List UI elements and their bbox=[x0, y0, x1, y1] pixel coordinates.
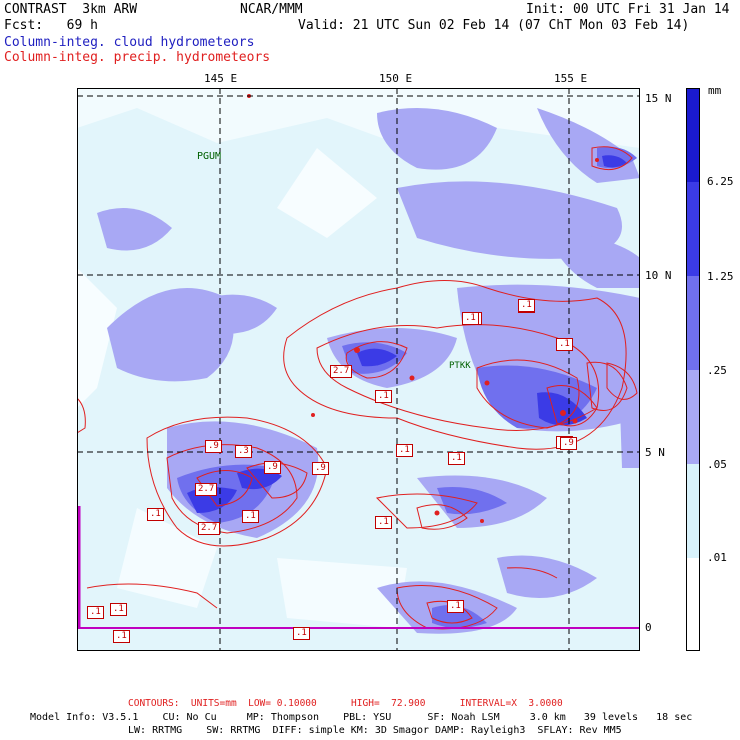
model-info-line1: Model Info: V3.5.1 CU: No Cu MP: Thompso… bbox=[30, 712, 693, 723]
lat-lon-grid bbox=[77, 88, 640, 651]
contour-label: .1 bbox=[242, 510, 259, 523]
center-name: NCAR/MMM bbox=[240, 2, 303, 17]
legend-level-0.01: .01 bbox=[707, 551, 727, 564]
contour-label: .9 bbox=[312, 462, 329, 475]
contour-label: 2.7 bbox=[198, 522, 221, 535]
init-time: Init: 00 UTC Fri 31 Jan 14 bbox=[526, 2, 730, 17]
valid-time: Valid: 21 UTC Sun 02 Feb 14 (07 ChT Mon … bbox=[298, 18, 690, 33]
lon-label-145: 145 E bbox=[204, 72, 238, 85]
contour-label: .1 bbox=[518, 299, 535, 312]
legend-level-0.25: .25 bbox=[707, 364, 727, 377]
contour-label: .1 bbox=[448, 452, 465, 465]
contour-label: .1 bbox=[375, 390, 392, 403]
contour-label: .1 bbox=[447, 600, 464, 613]
station-label-pgum: PGUM bbox=[197, 151, 222, 162]
contour-label: .1 bbox=[375, 516, 392, 529]
lat-label-0: 0 bbox=[645, 621, 652, 634]
model-title: CONTRAST 3km ARW bbox=[4, 2, 138, 17]
contour-label: .3 bbox=[235, 445, 252, 458]
contour-label: .1 bbox=[110, 603, 127, 616]
cloud-shading bbox=[77, 88, 640, 651]
station-label-ptkk: PTKK bbox=[449, 361, 471, 371]
contour-label: .9 bbox=[264, 461, 281, 474]
legend-level-0.05: .05 bbox=[707, 458, 727, 471]
legend-level-6.25: 6.25 bbox=[707, 175, 734, 188]
field-precip-label: Column-integ. precip. hydrometeors bbox=[4, 50, 271, 65]
contour-label: .1 bbox=[113, 630, 130, 643]
forecast-hour: Fcst: 69 h bbox=[4, 18, 98, 33]
contour-label: 2.7 bbox=[195, 483, 218, 496]
contour-label: .1 bbox=[396, 444, 413, 457]
map-frame bbox=[77, 88, 640, 651]
contour-label: 2.7 bbox=[330, 365, 353, 378]
lon-label-150: 150 E bbox=[379, 72, 413, 85]
lat-label-10n: 10 N bbox=[645, 269, 672, 282]
contour-label: .1 bbox=[462, 312, 479, 325]
contour-label: .1 bbox=[147, 508, 164, 521]
legend-colorbar bbox=[686, 88, 700, 651]
contour-label: .1 bbox=[87, 606, 104, 619]
heavy-precip-cells bbox=[247, 94, 599, 523]
lat-label-15n: 15 N bbox=[645, 92, 672, 105]
contour-label: .9 bbox=[560, 437, 577, 450]
lat-label-5n: 5 N bbox=[645, 446, 665, 459]
contour-info: CONTOURS: UNITS=mm LOW= 0.10000 HIGH= 72… bbox=[128, 698, 563, 709]
contour-label: .1 bbox=[293, 627, 310, 640]
model-info-line2: LW: RRTMG SW: RRTMG DIFF: simple KM: 3D … bbox=[128, 725, 622, 736]
legend-level-1.25: 1.25 bbox=[707, 270, 734, 283]
contour-label: .9 bbox=[205, 440, 222, 453]
legend-unit: mm bbox=[708, 84, 722, 97]
field-cloud-label: Column-integ. cloud hydrometeors bbox=[4, 35, 255, 50]
lon-label-155: 155 E bbox=[554, 72, 588, 85]
contour-label: .1 bbox=[556, 338, 573, 351]
forecast-map bbox=[77, 88, 640, 651]
